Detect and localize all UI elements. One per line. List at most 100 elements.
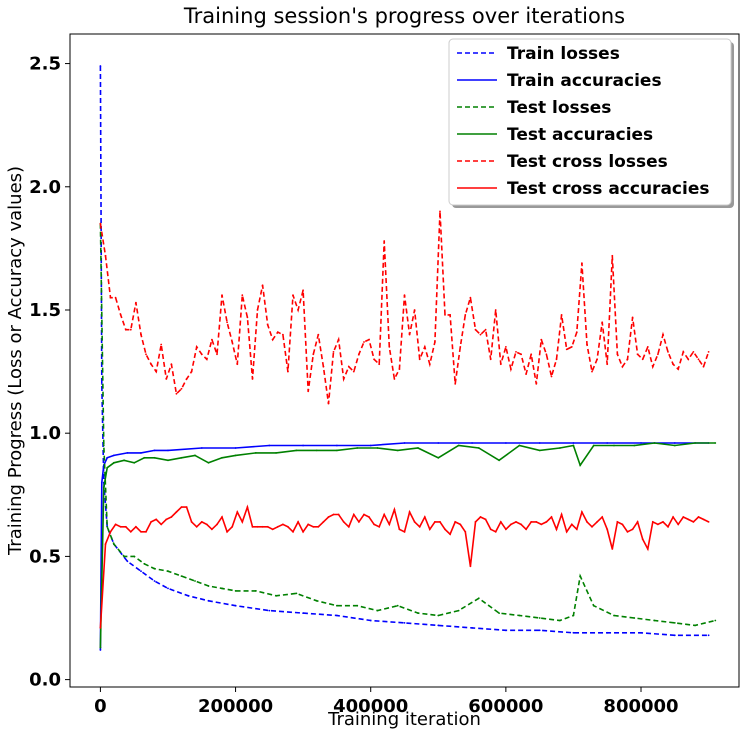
data-point (437, 624, 440, 627)
data-point (126, 560, 129, 563)
data-point (434, 341, 436, 343)
data-point (200, 447, 203, 449)
data-point (317, 333, 320, 336)
data-point (337, 338, 340, 341)
data-point (369, 619, 372, 622)
data-point (646, 346, 649, 348)
series-test-cross-accuracies (99, 504, 710, 629)
data-point (677, 523, 680, 526)
chart-title: Training session's progress over iterati… (183, 4, 625, 28)
legend-box (448, 38, 732, 206)
data-point (555, 528, 558, 531)
data-point (498, 612, 500, 614)
data-point (241, 521, 244, 523)
data-point (302, 612, 304, 614)
data-point (133, 461, 136, 464)
data-point (241, 294, 244, 297)
data-point (550, 375, 553, 378)
data-point (596, 521, 598, 523)
data-point (231, 341, 234, 343)
data-point (129, 328, 132, 331)
data-point (439, 521, 441, 523)
data-point (167, 449, 169, 452)
data-point (317, 525, 320, 528)
data-point (276, 525, 279, 528)
data-point (417, 612, 419, 614)
data-point (641, 538, 644, 541)
data-point (510, 368, 512, 370)
data-point (707, 351, 710, 353)
data-point (520, 353, 522, 356)
data-point (135, 525, 137, 528)
data-point (428, 363, 431, 366)
data-point (403, 530, 406, 533)
data-point (99, 627, 102, 629)
data-point (155, 518, 158, 521)
data-point (677, 368, 680, 370)
data-point (363, 341, 365, 343)
data-point (150, 521, 153, 523)
x-tick-label: 400000 (333, 696, 408, 717)
data-point (211, 338, 213, 341)
data-point (702, 365, 705, 368)
data-point (572, 442, 575, 444)
data-point (484, 328, 487, 331)
data-point (256, 309, 259, 311)
data-point (165, 518, 168, 521)
data-point (268, 444, 271, 447)
data-point (398, 368, 401, 370)
data-point (575, 331, 578, 334)
data-point (403, 294, 406, 297)
data-point (601, 516, 604, 518)
data-point (581, 511, 583, 513)
legend-label: Test losses (507, 98, 611, 118)
data-point (538, 617, 541, 619)
data-point (140, 530, 142, 533)
data-point (640, 631, 642, 634)
data-point (170, 516, 173, 518)
data-point (113, 454, 115, 457)
data-point (572, 631, 575, 634)
data-point (449, 314, 451, 316)
x-axis-label: Training iteration (327, 709, 481, 730)
x-tick-label: 0 (94, 696, 107, 717)
data-point (673, 634, 676, 637)
data-point (459, 523, 462, 526)
data-point (596, 358, 598, 361)
data-point (295, 449, 298, 452)
data-point (124, 328, 127, 331)
data-point (207, 599, 210, 602)
series-line (99, 211, 710, 404)
data-point (673, 444, 676, 447)
data-point (275, 452, 277, 454)
data-point (579, 575, 582, 577)
data-point (99, 65, 102, 67)
data-point (312, 353, 315, 356)
data-point (606, 528, 609, 531)
data-point (287, 525, 289, 528)
data-point (342, 378, 345, 380)
data-point (226, 321, 229, 324)
data-point (651, 365, 654, 368)
data-point (657, 353, 659, 356)
data-point (373, 358, 375, 361)
data-point (337, 513, 340, 516)
x-axis-ticks: 0 200000 400000 600000 800000 (94, 687, 679, 717)
data-point (570, 346, 573, 348)
legend-label: Train accuracies (507, 71, 662, 91)
data-point (591, 370, 593, 373)
data-point (662, 521, 664, 523)
data-point (621, 523, 624, 526)
data-point (180, 456, 183, 459)
data-point (464, 530, 467, 533)
data-point (336, 449, 338, 452)
data-point (205, 523, 208, 526)
data-point (261, 525, 264, 528)
data-point (104, 254, 107, 257)
data-point (175, 392, 178, 395)
data-point (396, 449, 399, 452)
data-point (626, 358, 629, 361)
data-point (109, 530, 112, 533)
data-point (520, 523, 522, 526)
data-point (332, 513, 335, 516)
